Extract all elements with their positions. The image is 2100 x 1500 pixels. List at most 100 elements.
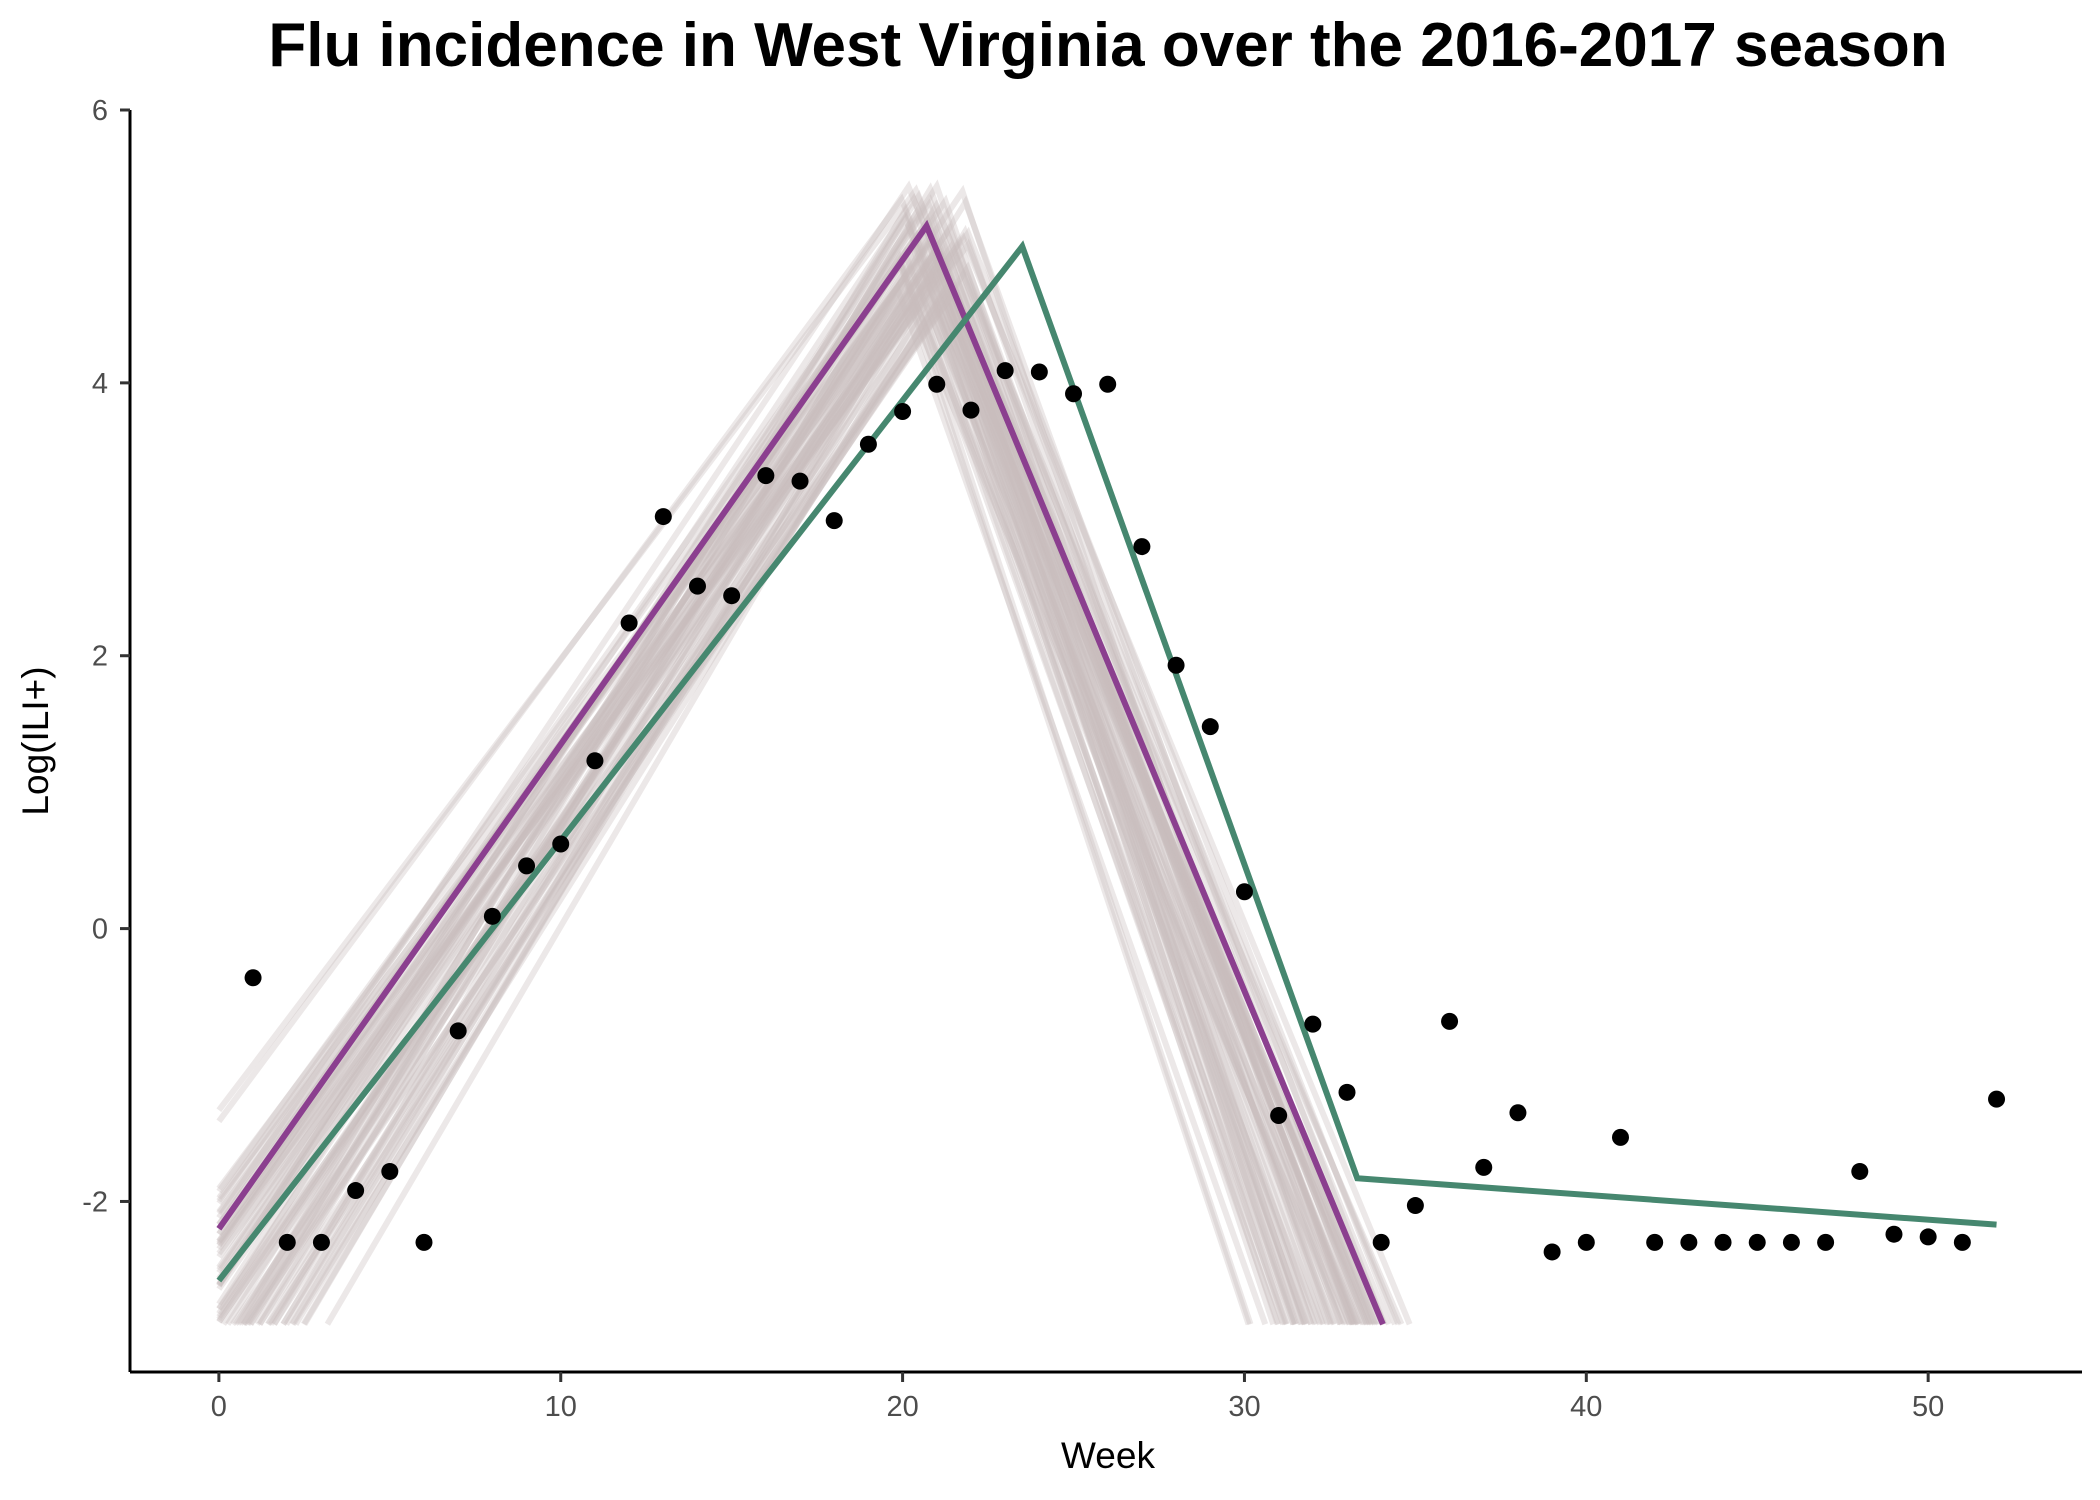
data-point — [312, 1233, 330, 1251]
y-tick-label: -2 — [82, 1186, 108, 1218]
data-point — [1782, 1233, 1800, 1251]
ensemble-line — [216, 264, 1297, 1326]
ensemble-line — [293, 224, 1355, 1326]
ensemble-line — [216, 194, 1357, 1326]
data-point — [859, 435, 877, 453]
purple-fit-line — [216, 219, 1386, 1326]
ensemble-line — [216, 193, 1381, 1326]
data-point — [1406, 1197, 1424, 1215]
data-point — [928, 375, 946, 393]
data-point — [1577, 1233, 1595, 1251]
ensemble-line — [232, 254, 1291, 1326]
ensemble-line — [216, 250, 1308, 1326]
x-tick-label: 20 — [886, 1391, 918, 1423]
ensemble-line — [324, 291, 1310, 1326]
ensemble-line — [216, 179, 1331, 1326]
ensemble-line — [216, 180, 1370, 1326]
ensemble-line — [216, 251, 1392, 1326]
data-point — [1714, 1233, 1732, 1251]
ensemble-line — [216, 184, 1360, 1326]
data-point — [1646, 1233, 1664, 1251]
ensemble-line — [241, 279, 1359, 1326]
ensemble-line — [240, 233, 1361, 1326]
ensemble-line — [240, 252, 1290, 1326]
data-point — [1133, 538, 1151, 556]
ensemble-line — [216, 249, 1300, 1326]
ensemble-line — [216, 212, 1277, 1326]
x-axis-title: Week — [1061, 1435, 1155, 1476]
ensemble-line — [216, 295, 1320, 1326]
y-tick-label: 2 — [92, 641, 108, 673]
chart-title: Flu incidence in West Virginia over the … — [268, 11, 1947, 80]
data-point — [1475, 1158, 1493, 1176]
ensemble-line — [237, 203, 1353, 1326]
y-tick-label: 6 — [92, 95, 108, 127]
ensemble-lines — [216, 179, 1413, 1326]
data-point — [1201, 718, 1219, 736]
data-point — [1885, 1225, 1903, 1243]
x-tick-label: 30 — [1228, 1391, 1260, 1423]
ensemble-line — [216, 274, 1348, 1326]
ensemble-line — [216, 240, 1344, 1326]
ensemble-line — [268, 195, 1373, 1326]
data-point — [1304, 1015, 1322, 1033]
data-point — [1851, 1162, 1869, 1180]
ensemble-line — [216, 298, 1282, 1326]
x-tick-label: 40 — [1570, 1391, 1602, 1423]
data-point — [483, 907, 501, 925]
data-point — [1065, 385, 1083, 403]
data-point — [1988, 1090, 2006, 1108]
ensemble-line — [216, 220, 1298, 1326]
ensemble-line — [216, 260, 1309, 1326]
ensemble-line — [257, 261, 1366, 1326]
ensemble-line — [290, 282, 1374, 1326]
ensemble-line — [289, 246, 1315, 1326]
data-point — [244, 969, 262, 987]
ensemble-line — [271, 281, 1338, 1326]
data-point — [1338, 1083, 1356, 1101]
data-point — [996, 362, 1014, 380]
ensemble-line — [266, 291, 1362, 1326]
ensemble-line — [216, 297, 1350, 1326]
data-point — [1030, 363, 1048, 381]
ensemble-line — [216, 236, 1378, 1326]
ensemble-line — [216, 238, 1387, 1326]
data-points — [244, 362, 2006, 1261]
data-point — [825, 512, 843, 530]
data-point — [791, 472, 809, 490]
x-tick-label: 0 — [211, 1391, 227, 1423]
data-point — [1270, 1107, 1288, 1125]
ensemble-line — [235, 211, 1382, 1326]
data-point — [1441, 1012, 1459, 1030]
ensemble-line — [216, 184, 1344, 1326]
y-tick-label: 4 — [92, 368, 108, 400]
data-point — [415, 1233, 433, 1251]
ensemble-line — [216, 189, 1356, 1326]
x-axis-ticks: 0 10 20 30 40 50 — [211, 1372, 1944, 1423]
data-point — [518, 857, 536, 875]
data-point — [1611, 1128, 1629, 1146]
ensemble-line — [216, 198, 1358, 1326]
y-axis-title: Log(ILI+) — [15, 666, 56, 815]
data-point — [1167, 656, 1185, 674]
data-point — [552, 835, 570, 853]
fit-lines — [216, 219, 1997, 1326]
data-point — [1099, 375, 1117, 393]
ensemble-line — [230, 298, 1337, 1326]
data-point — [1543, 1243, 1561, 1261]
data-point — [654, 508, 672, 526]
y-axis-ticks: -2 0 2 4 6 — [82, 95, 130, 1218]
data-point — [1372, 1233, 1390, 1251]
data-point — [688, 577, 706, 595]
data-point — [449, 1022, 467, 1040]
data-point — [1748, 1233, 1766, 1251]
data-point — [620, 614, 638, 632]
data-point — [1680, 1233, 1698, 1251]
green-fit-line — [216, 240, 1997, 1283]
data-point — [1235, 883, 1253, 901]
data-point — [586, 752, 604, 770]
ensemble-line — [216, 239, 1299, 1326]
ensemble-line — [301, 239, 1334, 1326]
ensemble-line — [265, 272, 1353, 1326]
